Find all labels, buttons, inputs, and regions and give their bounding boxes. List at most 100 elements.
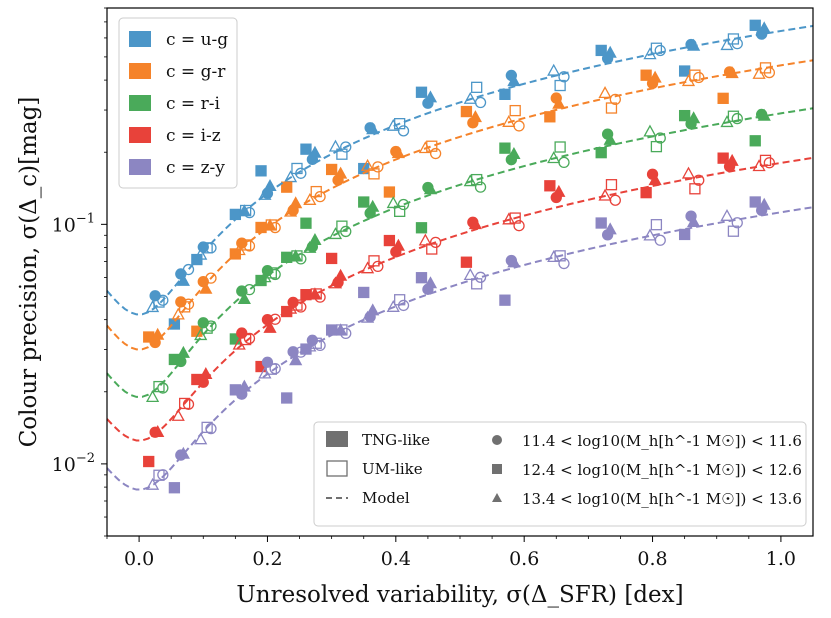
point-u-g-square-filled (415, 86, 428, 98)
point-g-r-square-filled (281, 181, 293, 193)
point-i-z-circle-open (763, 157, 776, 169)
point-r-i-square-filled (678, 109, 691, 122)
point-z-y-square-filled (168, 482, 181, 494)
point-r-i-triangle-open (643, 124, 657, 137)
point-u-g-square-open (471, 81, 483, 93)
point-u-g-square-filled (300, 143, 312, 155)
legend-label-u-g: c = u-g (166, 30, 228, 50)
point-r-i-circle-open (397, 198, 410, 211)
point-r-i-triangle-open (386, 196, 400, 209)
point-z-y-square-filled (281, 392, 293, 404)
point-z-y-circle-open (558, 257, 570, 270)
point-r-i-square-open (554, 141, 566, 153)
point-i-z-square-open (179, 397, 191, 410)
point-r-i-square-open (201, 322, 213, 334)
point-g-r-square-open (179, 301, 191, 313)
point-g-r-square-filled (143, 331, 155, 343)
point-z-y-square-open (650, 219, 663, 231)
point-i-z-square-filled (325, 252, 338, 265)
point-g-r-triangle-open (752, 66, 766, 79)
point-z-y-triangle-filled (687, 214, 701, 227)
point-u-g-circle-open (558, 71, 570, 83)
point-r-i-square-filled (168, 353, 181, 366)
point-r-i-triangle-filled (237, 291, 251, 304)
point-u-g-square-filled (595, 44, 607, 57)
point-z-y-triangle-filled (237, 379, 251, 392)
point-u-g-triangle-filled (507, 74, 521, 87)
point-g-r-circle-open (429, 147, 442, 160)
x-tick-label: 0.8 (637, 548, 667, 570)
legend-circle-marker (492, 435, 502, 445)
legend-label-g-r: c = g-r (166, 62, 226, 82)
point-u-g-square-open (554, 79, 566, 92)
x-tick-label: 0.0 (124, 548, 154, 570)
legend-um-like-label: UM-like (362, 460, 423, 478)
point-i-z-circle-open (513, 220, 525, 232)
point-r-i-triangle-open (463, 174, 477, 187)
point-r-i-square-filled (415, 222, 428, 234)
point-u-g-triangle-filled (176, 273, 190, 286)
point-i-z-square-filled (717, 152, 729, 164)
point-r-i-triangle-filled (366, 199, 380, 212)
point-u-g-square-filled (749, 19, 761, 31)
data-layer (106, 19, 814, 494)
point-i-z-circle-open (269, 313, 281, 325)
point-g-r-circle-open (693, 71, 705, 84)
point-g-r-triangle-filled (552, 96, 566, 109)
point-g-r-square-open (239, 239, 252, 251)
point-g-r-triangle-open (171, 307, 185, 320)
point-i-z-square-filled (460, 256, 473, 268)
point-r-i-square-filled (595, 147, 607, 159)
point-r-i-square-open (336, 220, 348, 232)
point-g-r-square-filled (383, 186, 396, 198)
point-g-r-triangle-filled (648, 70, 662, 83)
legend-triangle-marker (492, 493, 502, 502)
point-g-r-square-open (605, 102, 618, 114)
point-z-y-square-open (554, 250, 566, 262)
point-r-i-triangle-open (145, 390, 160, 403)
point-u-g-triangle-filled (603, 45, 617, 58)
point-z-y-square-filled (749, 196, 761, 208)
legend-swatch-i-z (129, 127, 151, 143)
point-u-g-square-open (336, 148, 348, 160)
y-tick-label: 10−1 (52, 211, 95, 236)
point-i-z-triangle-filled (725, 153, 739, 166)
point-u-g-triangle-open (258, 187, 272, 200)
legend-um-like-marker (326, 460, 348, 477)
style-legend: TNG-like UM-like Model 11.4 < log10(M_h[… (313, 421, 807, 527)
legend-model-label: Model (362, 489, 410, 507)
point-z-y-square-filled (415, 272, 428, 284)
point-i-z-square-open (605, 179, 618, 191)
point-r-i-square-open (153, 380, 165, 393)
axes-layer: 0.0 0.2 0.4 0.6 0.8 1.0 10−2 10−1 Unresolved var… (16, 7, 796, 608)
point-u-g-triangle-open (194, 247, 208, 260)
point-i-z-triangle-filled (263, 320, 277, 333)
legend-tng-like-marker (326, 431, 348, 447)
point-u-g-circle-open (397, 125, 410, 137)
point-i-z-triangle-open (171, 408, 185, 421)
point-g-r-square-filled (460, 105, 473, 118)
point-i-z-square-filled (640, 186, 652, 199)
point-u-g-triangle-filled (757, 21, 771, 34)
point-z-y-triangle-filled (423, 276, 438, 289)
point-z-y-triangle-filled (507, 255, 521, 268)
point-u-g-circle-filled (149, 290, 161, 302)
point-r-i-square-open (471, 173, 483, 186)
point-i-z-square-open (509, 212, 521, 224)
point-u-g-circle-open (654, 44, 666, 57)
point-r-i-triangle-filled (507, 146, 521, 159)
point-r-i-triangle-filled (687, 111, 701, 124)
point-r-i-circle-open (654, 132, 666, 144)
point-z-y-triangle-open (386, 299, 400, 312)
point-i-z-triangle-open (418, 233, 432, 246)
point-g-r-square-filled (325, 163, 338, 176)
point-i-z-square-filled (191, 373, 203, 386)
point-u-g-square-open (650, 42, 663, 54)
colour-legend-box (118, 17, 238, 189)
point-z-y-square-filled (678, 228, 691, 241)
point-i-z-circle-open (429, 236, 442, 249)
point-g-r-square-filled (717, 92, 729, 104)
point-z-y-triangle-filled (603, 222, 617, 235)
point-i-z-triangle-open (502, 212, 516, 225)
point-r-i-circle-open (205, 320, 217, 332)
